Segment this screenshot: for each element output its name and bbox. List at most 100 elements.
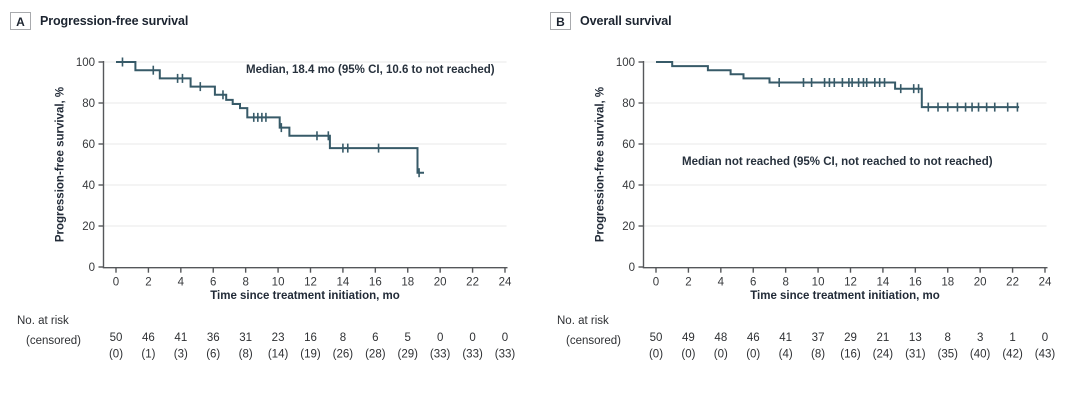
- censored-count: (28): [365, 349, 386, 361]
- at-risk-count: 48: [714, 332, 727, 344]
- y-tick-label: 80: [622, 98, 635, 110]
- censored-count: (33): [462, 349, 483, 361]
- km-curve: [656, 61, 1020, 109]
- no-at-risk-label: No. at risk: [17, 315, 69, 327]
- censored-count: (8): [811, 349, 825, 361]
- panel-a-label-badge: A: [10, 12, 31, 30]
- at-risk-count: 36: [207, 332, 220, 344]
- x-tick-label: 2: [145, 277, 151, 289]
- os-median-annotation: Median not reached (95% CI, not reached …: [682, 156, 993, 168]
- censored-count: (0): [681, 349, 695, 361]
- censored-count: (0): [649, 349, 663, 361]
- os-y-axis-label: Progression-free survival, %: [594, 86, 607, 243]
- x-tick-label: 6: [210, 277, 216, 289]
- censored-count: (16): [840, 349, 861, 361]
- x-tick-label: 0: [653, 277, 659, 289]
- x-tick-label: 18: [941, 277, 954, 289]
- x-tick-label: 4: [178, 277, 185, 289]
- censored-count: (33): [430, 349, 451, 361]
- at-risk-count: 50: [650, 332, 663, 344]
- y-tick-label: 0: [89, 262, 95, 274]
- x-tick-label: 2: [685, 277, 691, 289]
- x-tick-label: 22: [1006, 277, 1019, 289]
- at-risk-count: 8: [945, 332, 951, 344]
- censored-count: (14): [268, 349, 289, 361]
- x-tick-label: 10: [272, 277, 285, 289]
- x-tick-label: 8: [242, 277, 248, 289]
- censored-count: (19): [300, 349, 321, 361]
- at-risk-count: 46: [142, 332, 155, 344]
- censored-count: (24): [873, 349, 894, 361]
- x-tick-label: 16: [369, 277, 382, 289]
- at-risk-count: 29: [844, 332, 857, 344]
- x-tick-label: 20: [974, 277, 987, 289]
- at-risk-count: 3: [977, 332, 983, 344]
- at-risk-count: 1: [1009, 332, 1015, 344]
- panel-b-title: Overall survival: [580, 14, 672, 28]
- at-risk-count: 37: [812, 332, 825, 344]
- at-risk-count: 0: [437, 332, 443, 344]
- x-tick-label: 14: [337, 277, 350, 289]
- panel-a-header: A Progression-free survival: [10, 12, 188, 30]
- os-risk-table-labels: No. at risk (censored): [557, 311, 621, 351]
- at-risk-count: 41: [174, 332, 187, 344]
- pfs-x-axis-label: Time since treatment initiation, mo: [210, 290, 400, 302]
- km-curve: [116, 61, 424, 174]
- censored-count: (35): [938, 349, 959, 361]
- censored-count: (3): [174, 349, 188, 361]
- at-risk-count: 13: [909, 332, 922, 344]
- at-risk-count: 16: [304, 332, 317, 344]
- y-tick-label: 20: [82, 221, 95, 233]
- y-tick-label: 20: [622, 221, 635, 233]
- censored-count: (8): [239, 349, 253, 361]
- censored-count: (42): [1002, 349, 1023, 361]
- panel-overall-survival: 0 20 40 60 80 100 0 2 4 6 8 10 12 14 16 18 20 22 24 50 (0) 49…: [540, 0, 1080, 400]
- censored-count: (6): [206, 349, 220, 361]
- at-risk-count: 6: [372, 332, 378, 344]
- x-tick-label: 12: [844, 277, 857, 289]
- panel-b-header: B Overall survival: [550, 12, 672, 30]
- at-risk-count: 50: [110, 332, 123, 344]
- censored-count: (1): [141, 349, 155, 361]
- censored-count: (4): [779, 349, 793, 361]
- y-tick-label: 60: [82, 139, 95, 151]
- censored-count: (0): [714, 349, 728, 361]
- censored-count: (0): [109, 349, 123, 361]
- at-risk-count: 8: [340, 332, 346, 344]
- pfs-risk-table-labels: No. at risk (censored): [17, 311, 81, 351]
- pfs-median-annotation: Median, 18.4 mo (95% CI, 10.6 to not rea…: [246, 64, 495, 76]
- x-tick-label: 24: [1039, 277, 1052, 289]
- censored-count: (29): [398, 349, 419, 361]
- panel-a-title: Progression-free survival: [40, 14, 189, 28]
- at-risk-count: 21: [877, 332, 890, 344]
- at-risk-count: 0: [502, 332, 508, 344]
- x-tick-label: 22: [466, 277, 479, 289]
- y-tick-label: 100: [76, 57, 95, 69]
- censored-label: (censored): [26, 335, 81, 347]
- x-tick-label: 20: [434, 277, 447, 289]
- at-risk-count: 0: [469, 332, 475, 344]
- x-tick-label: 18: [401, 277, 414, 289]
- censored-count: (26): [333, 349, 354, 361]
- at-risk-count: 49: [682, 332, 695, 344]
- y-tick-label: 100: [616, 57, 635, 69]
- y-tick-label: 60: [622, 139, 635, 151]
- y-tick-label: 80: [82, 98, 95, 110]
- at-risk-count: 46: [747, 332, 760, 344]
- no-at-risk-label: No. at risk: [557, 315, 609, 327]
- x-tick-label: 4: [718, 277, 725, 289]
- x-tick-label: 10: [812, 277, 825, 289]
- at-risk-count: 5: [405, 332, 411, 344]
- x-tick-label: 0: [113, 277, 119, 289]
- y-tick-label: 40: [622, 180, 635, 192]
- censored-count: (0): [746, 349, 760, 361]
- censored-count: (40): [970, 349, 991, 361]
- y-tick-label: 0: [629, 262, 635, 274]
- at-risk-count: 31: [239, 332, 252, 344]
- panel-progression-free-survival: 0 20 40 60 80 100 0 2 4 6 8 10 12 14 16 18 20 22 24 50 (0) 46…: [10, 12, 516, 361]
- censored-label: (censored): [566, 335, 621, 347]
- x-tick-label: 8: [782, 277, 788, 289]
